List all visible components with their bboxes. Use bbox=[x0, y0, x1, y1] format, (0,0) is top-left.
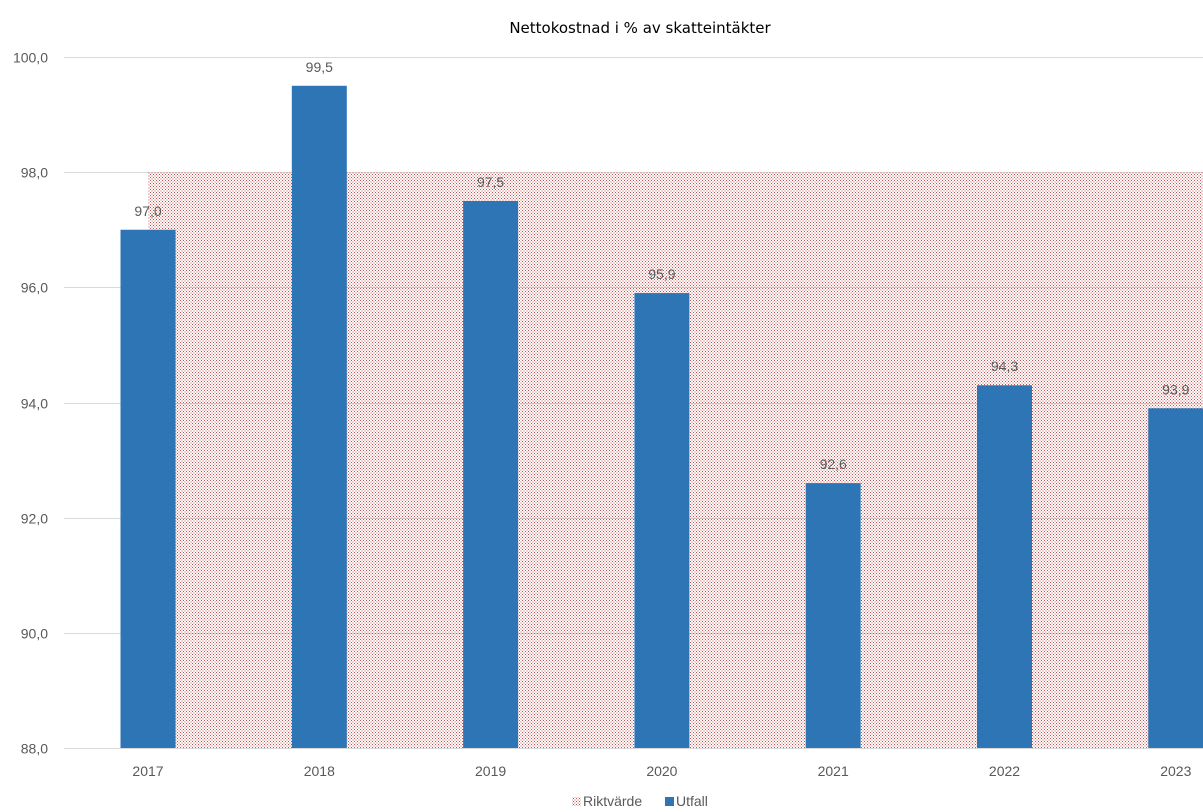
bar-utfall-2020 bbox=[634, 293, 690, 748]
bar-utfall-2023 bbox=[1148, 408, 1203, 748]
y-tick-label: 92,0 bbox=[21, 511, 48, 527]
bar-utfall-2022 bbox=[977, 385, 1032, 748]
x-tick-label-2023: 2023 bbox=[1160, 763, 1191, 779]
y-tick-label: 88,0 bbox=[21, 741, 48, 757]
legend-swatch-utfall bbox=[665, 797, 674, 806]
data-labels: 97,0 99,5 97,5 95,9 92,6 94,3 93,9 bbox=[134, 59, 1189, 472]
y-tick-label: 94,0 bbox=[21, 396, 48, 412]
chart-title: Nettokostnad i % av skatteintäkter bbox=[509, 19, 771, 37]
x-tick-label-2022: 2022 bbox=[989, 763, 1020, 779]
data-label-2019: 97,5 bbox=[477, 174, 504, 190]
data-label-2023: 93,9 bbox=[1162, 381, 1189, 397]
x-tick-label-2019: 2019 bbox=[475, 763, 506, 779]
data-label-2020: 95,9 bbox=[648, 266, 675, 282]
bar-utfall-2018 bbox=[291, 85, 347, 748]
data-label-2022: 94,3 bbox=[991, 358, 1018, 374]
x-tick-label-2021: 2021 bbox=[818, 763, 849, 779]
x-tick-label-2020: 2020 bbox=[646, 763, 677, 779]
data-label-2018: 99,5 bbox=[306, 59, 333, 75]
legend: Riktvärde Utfall bbox=[572, 793, 708, 809]
y-tick-label: 100,0 bbox=[13, 50, 48, 66]
data-label-2021: 92,6 bbox=[820, 456, 847, 472]
x-axis: 2017 2018 2019 2020 2021 2022 2023 bbox=[132, 763, 1191, 779]
bar-utfall-2021 bbox=[805, 483, 861, 748]
y-tick-label: 90,0 bbox=[21, 626, 48, 642]
legend-swatch-riktvarde bbox=[572, 797, 581, 806]
y-axis: 88,0 90,0 92,0 94,0 96,0 98,0 100,0 bbox=[13, 50, 48, 757]
x-tick-label-2018: 2018 bbox=[304, 763, 335, 779]
data-label-2017: 97,0 bbox=[134, 203, 161, 219]
legend-label-riktvarde: Riktvärde bbox=[583, 793, 642, 809]
legend-label-utfall: Utfall bbox=[676, 793, 708, 809]
y-tick-label: 98,0 bbox=[21, 165, 48, 181]
bar-utfall-2019 bbox=[463, 200, 519, 749]
x-tick-label-2017: 2017 bbox=[132, 763, 163, 779]
y-tick-label: 96,0 bbox=[21, 280, 48, 296]
bar-utfall-2017 bbox=[120, 229, 176, 748]
utfall-bars bbox=[120, 85, 1203, 749]
